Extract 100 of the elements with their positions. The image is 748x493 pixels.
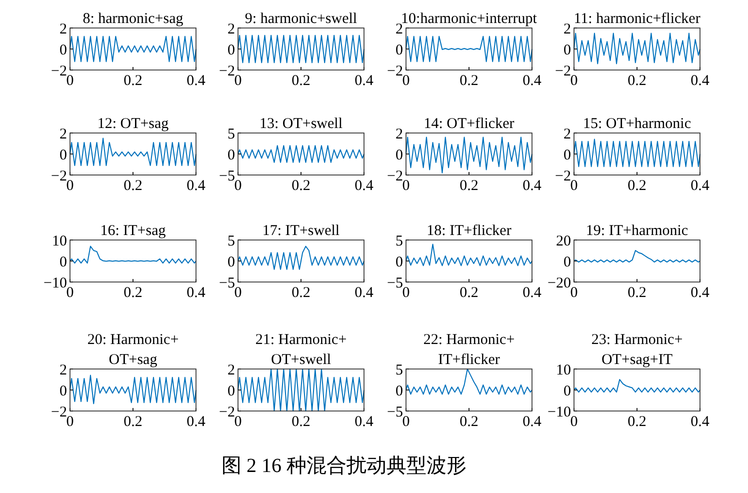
x-tick-label: 0.2	[292, 414, 310, 430]
y-tick-label: 2	[60, 362, 67, 378]
x-tick-label: 0.2	[124, 73, 142, 89]
y-tick-label: 0	[396, 147, 403, 164]
x-tick-label: 0.4	[522, 178, 542, 194]
y-tick-label: −2	[51, 168, 67, 184]
y-tick-label: 2	[228, 21, 235, 38]
x-tick-label: 0.4	[690, 178, 710, 194]
y-tick-label: 2	[60, 21, 67, 38]
y-tick-label: 0	[228, 42, 235, 58]
x-tick-label: 0.2	[628, 178, 646, 194]
y-tick-label: −2	[387, 63, 403, 80]
line-series	[70, 36, 196, 62]
chart-title: 9: harmonic+swell	[244, 11, 358, 27]
x-tick-label: 0.2	[628, 73, 646, 89]
y-tick-label: −10	[44, 275, 67, 292]
x-tick-label: 0.2	[628, 414, 646, 430]
y-tick-label: 2	[564, 21, 571, 38]
y-tick-label: −5	[219, 168, 235, 184]
x-tick-label: 0.2	[292, 178, 310, 194]
y-tick-label: 10	[556, 362, 571, 378]
y-tick-label: 0	[60, 254, 67, 270]
y-tick-label: −2	[51, 404, 67, 420]
chart-title: 17: IT+swell	[262, 223, 340, 239]
x-tick-label: 0.2	[460, 73, 478, 89]
y-tick-label: 0	[228, 254, 235, 270]
chart-title: 13: OT+swell	[259, 116, 343, 132]
y-tick-label: 2	[396, 21, 403, 38]
y-tick-label: −2	[219, 63, 235, 80]
chart-title: 20: Harmonic+ OT+sag	[87, 332, 179, 368]
x-tick-label: 0.4	[186, 73, 206, 89]
y-tick-label: 0	[60, 147, 67, 164]
y-tick-label: 0	[396, 254, 403, 270]
x-tick-label: 0.4	[186, 178, 206, 194]
chart-title: 12: OT+sag	[97, 116, 170, 132]
x-tick-label: 0.4	[690, 73, 710, 89]
y-tick-label: 0	[60, 42, 67, 58]
y-tick-label: 0	[60, 383, 67, 400]
x-tick-label: 0.2	[460, 414, 478, 430]
x-tick-label: 0.2	[460, 178, 478, 194]
x-tick-label: 0.2	[292, 285, 310, 301]
x-tick-label: 0.4	[354, 73, 374, 89]
y-tick-label: 20	[556, 233, 571, 250]
line-series	[574, 32, 700, 64]
line-series	[406, 368, 532, 395]
x-tick-label: 0.2	[292, 73, 310, 89]
y-tick-label: −2	[51, 63, 67, 80]
line-series	[238, 246, 364, 270]
x-tick-label: 0.4	[690, 285, 710, 301]
line-series	[406, 36, 532, 62]
y-tick-label: 0	[564, 254, 571, 270]
y-tick-label: −2	[387, 168, 403, 184]
line-series	[574, 250, 700, 263]
chart-title: 8: harmonic+sag	[82, 11, 184, 27]
y-tick-label: −5	[219, 275, 235, 292]
y-tick-label: 10	[52, 233, 67, 250]
chart-title: 11: harmonic+flicker	[574, 11, 700, 27]
x-tick-label: 0.2	[124, 285, 142, 301]
x-tick-label: 0.4	[690, 414, 710, 430]
chart-title: 15: OT+harmonic	[582, 116, 692, 132]
line-series	[406, 244, 532, 266]
y-tick-label: 5	[396, 233, 403, 250]
line-series	[574, 138, 700, 168]
y-tick-label: 5	[396, 362, 403, 378]
y-tick-label: 0	[396, 42, 403, 58]
chart-title: 21: Harmonic+ OT+swell	[255, 332, 347, 368]
x-tick-label: 0.4	[522, 73, 542, 89]
chart-title: 23: Harmonic+ OT+sag+IT	[591, 332, 683, 368]
y-tick-label: 0	[564, 383, 571, 400]
x-tick-label: 0.2	[124, 178, 142, 194]
chart-title: 19: IT+harmonic	[586, 223, 688, 239]
line-series	[238, 145, 364, 163]
x-tick-label: 0.4	[522, 285, 542, 301]
y-tick-label: −2	[219, 404, 235, 420]
x-tick-label: 0.4	[354, 178, 374, 194]
y-tick-label: 0	[396, 383, 403, 400]
y-tick-label: 0	[564, 147, 571, 164]
chart-title: 16: IT+sag	[100, 223, 166, 239]
y-tick-label: 5	[228, 126, 235, 142]
y-tick-label: 2	[564, 126, 571, 142]
y-tick-label: 0	[228, 383, 235, 400]
x-tick-label: 0.4	[522, 414, 542, 430]
chart-title: 10:harmonic+interrupt	[401, 11, 538, 27]
line-series	[70, 138, 196, 166]
text: 图 2 16 种混合扰动典型波形	[222, 455, 466, 477]
chart-title: 14: OT+flicker	[424, 116, 514, 132]
line-series	[406, 136, 532, 174]
line-series	[238, 368, 364, 412]
y-tick-label: 2	[60, 126, 67, 142]
x-tick-label: 0.4	[354, 414, 374, 430]
y-tick-label: −2	[555, 168, 571, 184]
y-tick-label: 0	[228, 147, 235, 164]
line-series	[70, 246, 196, 264]
y-tick-label: −20	[548, 275, 571, 292]
y-tick-label: 2	[396, 126, 403, 142]
y-tick-label: 0	[564, 42, 571, 58]
x-tick-label: 0.4	[354, 285, 374, 301]
x-tick-label: 0.4	[186, 414, 206, 430]
y-tick-label: −10	[548, 404, 571, 420]
x-tick-label: 0.2	[460, 285, 478, 301]
